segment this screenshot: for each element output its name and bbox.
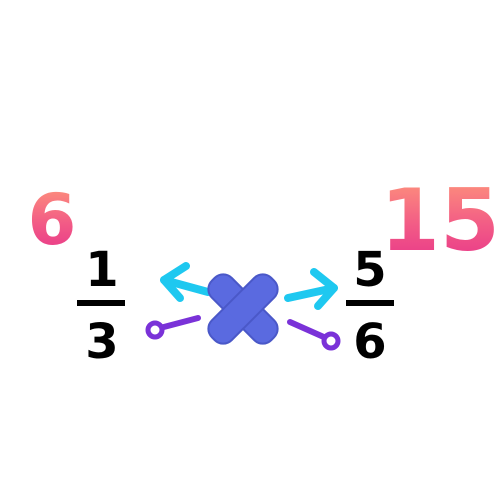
arrow-up-left-icon <box>160 262 212 302</box>
arrow-up-right-icon <box>284 268 338 310</box>
right-cross-product: 15 <box>380 171 500 271</box>
left-fraction: 1 3 <box>77 242 125 370</box>
right-denominator: 6 <box>353 314 386 370</box>
multiply-cross-icon <box>207 273 279 345</box>
right-fraction: 5 6 <box>346 242 394 370</box>
connector-dot-right-icon <box>287 319 341 351</box>
left-denominator: 3 <box>85 314 118 370</box>
connector-dot-left-icon <box>145 315 201 340</box>
left-numerator: 1 <box>85 242 118 298</box>
right-fraction-bar <box>346 300 394 306</box>
right-numerator: 5 <box>353 242 386 298</box>
left-fraction-bar <box>77 300 125 306</box>
left-cross-product: 6 <box>28 179 77 261</box>
